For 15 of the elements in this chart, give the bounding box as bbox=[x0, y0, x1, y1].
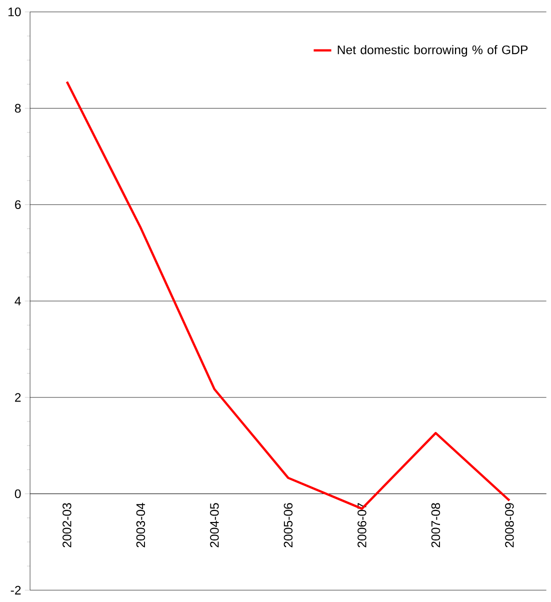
y-tick-label: 4 bbox=[14, 296, 22, 306]
y-tick-label: 10 bbox=[8, 8, 21, 16]
y-tick-label: 0 bbox=[15, 489, 21, 498]
y-tick-label: 8 bbox=[15, 104, 21, 113]
x-tick-label: 2002-03 bbox=[62, 503, 72, 548]
x-tick-label: 2005-06 bbox=[284, 503, 293, 548]
x-tick-label: 2003-04 bbox=[136, 502, 146, 548]
x-tick-label: 2004-05 bbox=[210, 503, 219, 548]
y-tick-label: -2 bbox=[11, 586, 21, 594]
x-tick-label: 2008-09 bbox=[505, 503, 514, 548]
x-tick-label: 2006-07 bbox=[358, 503, 366, 548]
y-tick-label: 2 bbox=[15, 393, 21, 402]
y-tick-label: 6 bbox=[15, 200, 21, 210]
x-tick-label: 2007-08 bbox=[432, 503, 440, 548]
legend-label: Net domestic borrowing % of GDP bbox=[338, 45, 528, 57]
